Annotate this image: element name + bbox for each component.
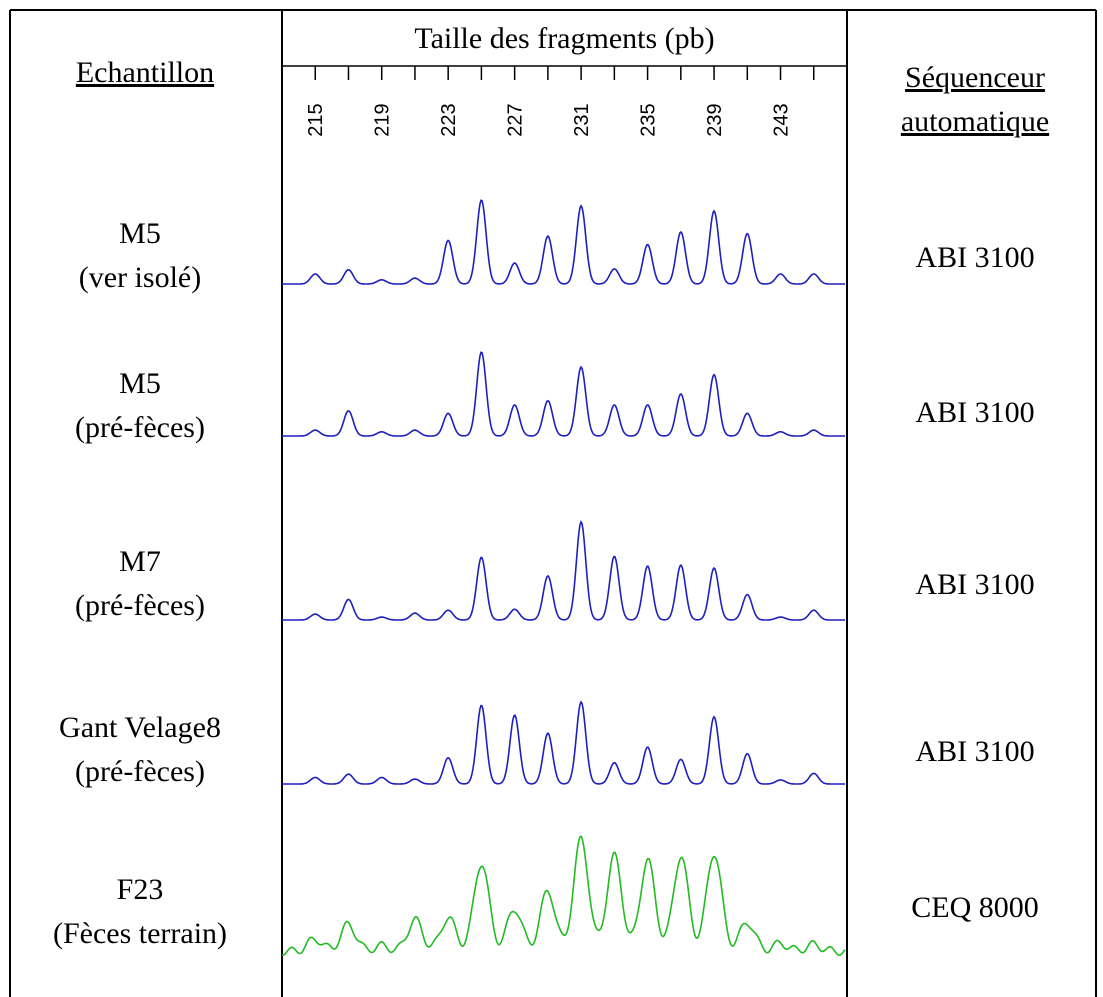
sequencer-column-header: Séquenceur automatique	[850, 56, 1100, 144]
traces-group	[281, 199, 846, 957]
sample-label-row5: F23 (Fèces terrain)	[10, 868, 270, 956]
sample-name: F23	[116, 873, 164, 906]
sample-label-row4: Gant Velage8 (pré-fèces)	[10, 706, 270, 794]
tick-label: 219	[372, 103, 394, 136]
trace-line-row3	[282, 520, 845, 621]
sequencer-label-row2: ABI 3100	[915, 396, 1035, 429]
sample-description: (pré-fèces)	[75, 411, 205, 444]
sample-description: (pré-fèces)	[75, 755, 205, 788]
sequencer-label-row4: ABI 3100	[915, 735, 1035, 768]
tick-label: 223	[438, 103, 460, 136]
sample-description: (pré-fèces)	[75, 589, 205, 622]
sequencer-header-line1: Séquenceur	[905, 61, 1045, 94]
sequencer-label-row1: ABI 3100	[915, 241, 1035, 274]
sample-name: M5	[119, 217, 161, 250]
tick-label: 243	[771, 103, 793, 136]
tick-label: 227	[505, 103, 527, 136]
trace-line-row5	[281, 835, 846, 957]
sequencer-header-line2: automatique	[900, 105, 1050, 138]
axis-title: Taille des fragments (pb)	[414, 22, 715, 55]
sequencer-label-row3: ABI 3100	[915, 568, 1035, 601]
sample-column-header: Echantillon	[75, 56, 215, 89]
trace-line-row1	[282, 199, 845, 285]
sample-name: M7	[119, 545, 161, 578]
trace-line-row2	[282, 351, 845, 437]
axis-ticks: 215 219 223 227 231 235 239 243	[305, 66, 815, 137]
sample-label-row3: M7 (pré-fèces)	[10, 540, 270, 628]
trace-line-row4	[282, 700, 845, 785]
sample-name: M5	[119, 367, 161, 400]
sample-description: (Fèces terrain)	[52, 917, 228, 950]
sample-label-row1: M5 (ver isolé)	[10, 212, 270, 300]
sample-description: (ver isolé)	[78, 261, 202, 294]
sample-label-row2: M5 (pré-fèces)	[10, 362, 270, 450]
tick-label: 231	[571, 103, 593, 136]
sample-name: Gant Velage8	[59, 711, 221, 744]
tick-label: 215	[305, 103, 327, 136]
tick-label: 235	[638, 103, 660, 136]
sequencer-label-row5: CEQ 8000	[911, 891, 1039, 924]
tick-label: 239	[704, 103, 726, 136]
